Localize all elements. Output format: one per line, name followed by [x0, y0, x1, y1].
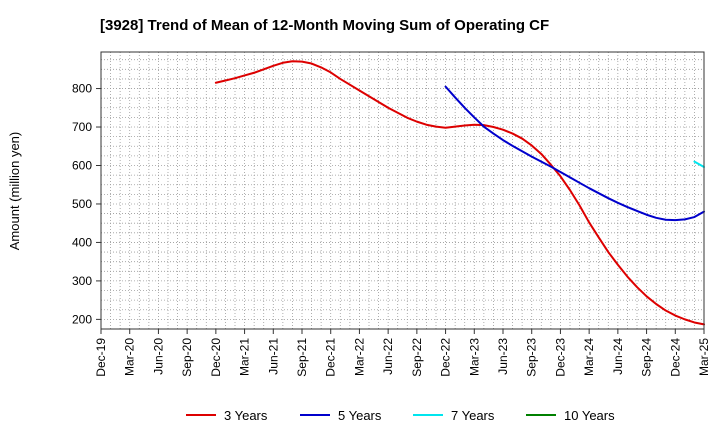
- x-tick-label: Dec-21: [324, 338, 338, 377]
- y-tick-label: 800: [72, 82, 92, 96]
- x-tick-label: Mar-25: [697, 338, 711, 376]
- x-tick-label: Dec-23: [553, 338, 567, 377]
- x-tick-label: Sep-20: [180, 338, 194, 377]
- x-tick-label: Mar-23: [467, 338, 481, 376]
- x-tick-label: Mar-21: [238, 338, 252, 376]
- x-tick-label: Sep-21: [295, 338, 309, 377]
- legend-label-3-years: 3 Years: [224, 408, 268, 423]
- y-axis-label: Amount (million yen): [7, 132, 22, 251]
- series-layer: [214, 60, 705, 326]
- legend: 3 Years 5 Years 7 Years 10 Years: [186, 408, 615, 423]
- chart-title: [3928] Trend of Mean of 12-Month Moving …: [100, 17, 549, 34]
- x-tick-label: Jun-23: [496, 338, 510, 375]
- x-tick-label: Dec-22: [439, 338, 453, 377]
- y-tick-label: 400: [72, 235, 92, 249]
- y-tick-layer: 200 300 400 500 600 700 800: [72, 82, 101, 326]
- x-tick-label: Mar-24: [582, 338, 596, 376]
- x-tick-label: Dec-19: [94, 338, 108, 377]
- plot-frame: [100, 51, 705, 330]
- x-tick-label: Sep-24: [640, 338, 654, 377]
- y-tick-label: 200: [72, 312, 92, 326]
- x-tick-label: Sep-23: [525, 338, 539, 377]
- x-tick-label: Mar-20: [123, 338, 137, 376]
- y-tick-label: 700: [72, 120, 92, 134]
- legend-label-5-years: 5 Years: [338, 408, 382, 423]
- x-tick-label: Dec-20: [209, 338, 223, 377]
- y-tick-label: 600: [72, 158, 92, 172]
- x-tick-label: Jun-24: [611, 338, 625, 375]
- series-line-3-years: [214, 60, 705, 326]
- x-tick-label: Sep-22: [410, 338, 424, 377]
- x-tick-label: Dec-24: [668, 338, 682, 377]
- x-tick-label: Jun-22: [381, 338, 395, 375]
- y-tick-label: 500: [72, 197, 92, 211]
- legend-label-7-years: 7 Years: [451, 408, 495, 423]
- x-tick-label: Jun-20: [151, 338, 165, 375]
- series-line-7-years: [693, 160, 705, 169]
- x-tick-label: Mar-22: [352, 338, 366, 376]
- grid-layer: [101, 52, 704, 329]
- y-tick-label: 300: [72, 274, 92, 288]
- legend-label-10-years: 10 Years: [564, 408, 615, 423]
- series-line-5-years: [444, 85, 705, 222]
- x-tick-layer: Dec-19 Mar-20 Jun-20 Sep-20 Dec-20 Mar-21 Jun-…: [94, 329, 711, 377]
- x-tick-label: Jun-21: [266, 338, 280, 375]
